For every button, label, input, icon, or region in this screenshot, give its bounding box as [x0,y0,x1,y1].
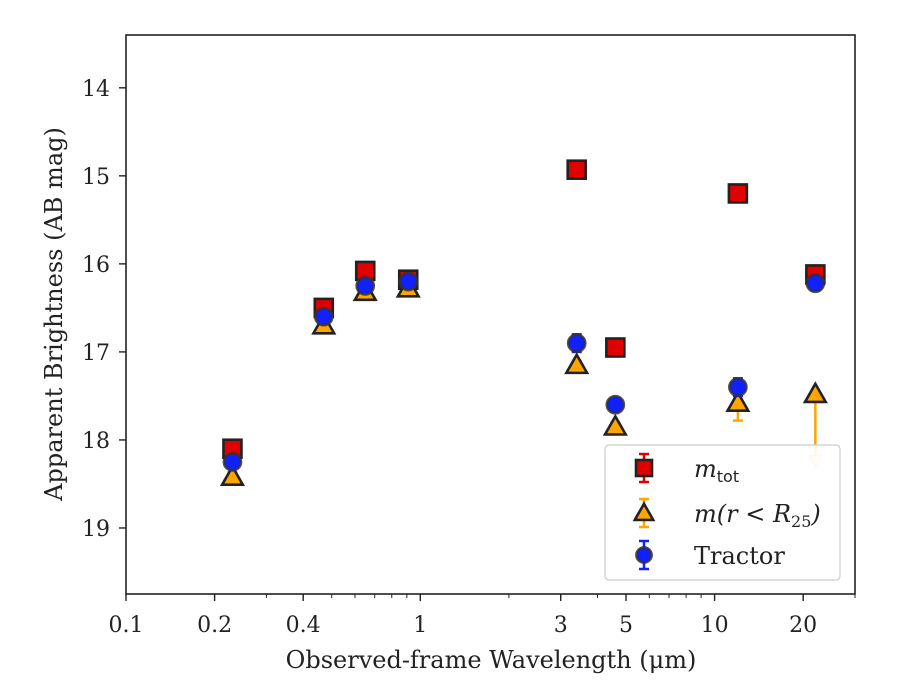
data-point-circle [398,271,419,292]
y-tick-label: 15 [82,165,110,190]
data-point-triangle [802,381,828,404]
y-tick-label: 16 [82,253,110,278]
data-marks [219,159,828,486]
data-point-square [727,183,749,204]
data-point-square [566,159,588,180]
data-point-circle [728,377,748,397]
y-tick-label: 18 [82,429,110,454]
data-point-triangle [602,413,628,436]
x-axis-title: Observed-frame Wavelength (μm) [286,646,697,674]
data-point-circle [605,394,626,415]
data-point-triangle [725,390,751,413]
legend-marker-triangle [632,501,656,522]
x-tick-label: 1 [413,613,427,638]
x-tick-label: 10 [701,613,729,638]
legend-marker-circle [635,546,653,564]
y-axis-title: Apparent Brightness (AB mag) [40,127,68,502]
axes: 0.1 0.2 0.4 1 3 5 10 20 14 15 16 17 18 19 [82,77,856,638]
x-tick-label: 0.1 [109,613,144,638]
data-point-circle [805,273,826,294]
x-tick-label: 0.4 [286,613,321,638]
legend-label: mtot [694,455,739,486]
data-point-circle [355,276,376,296]
legend-marker-square [634,458,654,478]
x-tick-label: 20 [789,613,817,638]
legend: mtot m(r < R25) Tractor [604,444,841,581]
data-point-circle [566,333,587,353]
legend-label: m(r < R25) [694,500,821,531]
x-tick-label: 3 [554,613,568,638]
legend-box [604,444,841,581]
y-tick-label: 14 [82,77,110,102]
data-point-circle [222,452,243,472]
series-circle [222,271,826,472]
y-tick-label: 17 [82,341,110,366]
y-tick-label: 19 [82,517,110,542]
legend-label: Tractor [694,542,785,570]
data-point-triangle [564,352,590,375]
x-tick-label: 5 [619,613,633,638]
x-tick-label: 0.2 [197,613,232,638]
data-point-circle [313,306,334,327]
data-point-square [605,337,626,358]
data-point-triangle [219,463,246,486]
